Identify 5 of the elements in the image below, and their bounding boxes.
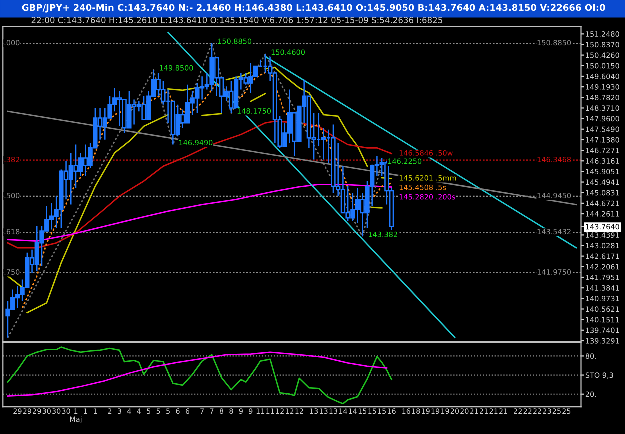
chart-title: GBP/JPY+ 240-Min C:143.7640 N:- 2.1460 H:146.4380 L:143.6410 O:145.9050 B:143.7640 A:143.8150 V:22666 OI:0 (22, 4, 606, 13)
text: 22:00 C:143.7640 H:145.2610 L:143.6410 O:145.1540 V:6.706 1:57:12 05-15-09 S:54.2636 I:6825 (32, 17, 442, 24)
line-series (7, 346, 392, 405)
line-series (26, 114, 169, 314)
line-series (7, 352, 388, 397)
